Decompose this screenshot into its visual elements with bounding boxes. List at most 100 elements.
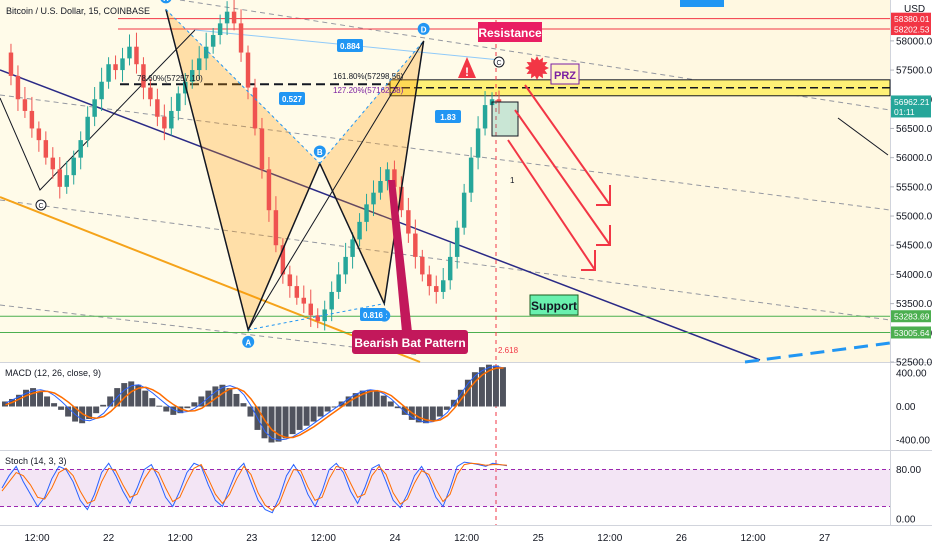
left-c-label: C xyxy=(38,203,43,210)
macd-hist-bar xyxy=(324,406,331,412)
bearish-arrow-head xyxy=(581,250,596,271)
marker-1: 1 xyxy=(510,176,515,185)
macd-hist-bar xyxy=(233,393,240,407)
candle-body xyxy=(43,140,49,158)
currency-label: USD xyxy=(904,4,925,15)
macd-hist-bar xyxy=(478,367,485,407)
price-axis-badge-label: 58380.01 xyxy=(894,14,930,24)
candle-body xyxy=(343,256,348,275)
candle-body xyxy=(224,11,230,24)
candle-body xyxy=(280,245,286,275)
macd-hist-bar xyxy=(86,406,93,420)
candle-body xyxy=(427,274,432,287)
candle-body xyxy=(301,297,307,304)
bearish-arrow-shaft xyxy=(524,84,611,206)
candle-body xyxy=(287,274,293,287)
left-c-marker xyxy=(35,199,47,211)
macd-hist-bar xyxy=(58,406,65,410)
candle-body xyxy=(106,64,111,82)
stoch-label: Stoch (14, 3, 3) xyxy=(5,456,67,466)
time-tick-label: 27 xyxy=(819,533,831,544)
pattern-point-label: A xyxy=(245,338,251,347)
macd-hist-bar xyxy=(2,401,8,407)
macd-hist-bar xyxy=(205,390,212,407)
candle-body xyxy=(92,99,97,117)
macd-hist-bar xyxy=(128,381,135,407)
price-axis-badge-label: 53005.64 xyxy=(894,328,930,338)
candle-body xyxy=(190,70,195,82)
candle-body xyxy=(203,46,209,59)
candle-body xyxy=(294,286,300,298)
candle-body xyxy=(259,128,265,170)
macd-hist-bar xyxy=(303,406,310,426)
xb-line xyxy=(165,8,321,164)
price-axis-badge-label: 53283.69 xyxy=(894,312,930,322)
macd-hist-bar xyxy=(436,406,443,417)
candle-body xyxy=(217,23,223,36)
candle-body xyxy=(252,87,258,129)
time-tick-label: 26 xyxy=(676,533,688,544)
fib-label-786: 78.60%(57257.10) xyxy=(137,74,203,83)
candle-body xyxy=(120,58,125,71)
candle-body xyxy=(496,99,502,103)
time-tick-label: 22 xyxy=(103,533,115,544)
support-badge xyxy=(529,294,579,316)
stoch-pane-bg xyxy=(0,451,890,525)
candle-body xyxy=(148,87,153,100)
candle-body xyxy=(99,81,104,100)
macd-hist-bar xyxy=(268,406,275,443)
macd-hist-bar xyxy=(212,386,219,407)
candle-body xyxy=(64,175,69,187)
candle-body xyxy=(322,309,327,322)
candle-body xyxy=(364,204,369,222)
macd-hist-bar xyxy=(93,406,100,414)
pattern-point-d xyxy=(417,22,430,35)
price-axis-badge xyxy=(891,95,931,118)
macd-hist-bar xyxy=(51,403,58,407)
pattern-bcd-fill xyxy=(319,40,424,304)
macd-hist-bar xyxy=(65,406,72,417)
macd-hist-bar xyxy=(44,396,51,407)
macd-hist-bar xyxy=(16,394,22,407)
bearish-arrow-shaft xyxy=(507,139,596,271)
candle-body xyxy=(329,291,334,310)
candle-body xyxy=(210,35,216,47)
candle-body xyxy=(482,105,488,129)
macd-hist-bar xyxy=(184,406,191,409)
candle-body xyxy=(169,110,174,129)
macd-hist-bar xyxy=(37,391,44,407)
candle-body xyxy=(440,280,446,292)
candle-body xyxy=(22,99,28,111)
candles xyxy=(8,0,502,331)
candle-body xyxy=(420,256,425,275)
ratio-label: 1.83 xyxy=(440,113,456,122)
support-label: Support xyxy=(531,299,577,313)
ratio-label-2618: 2.618 xyxy=(498,346,519,355)
macd-hist-bar xyxy=(464,379,471,407)
macd-hist-bar xyxy=(275,406,282,442)
macd-tick-label: 400.00 xyxy=(896,369,927,380)
candle-body xyxy=(385,169,390,181)
callout-pointer xyxy=(388,180,412,332)
bd-line xyxy=(319,40,425,164)
macd-hist-bar xyxy=(457,389,464,407)
bearish-arrow-head xyxy=(596,225,611,246)
candle-body xyxy=(78,140,83,158)
blue-dashed-trendline xyxy=(744,341,891,364)
price-tick-label: 54000.00 xyxy=(896,270,932,281)
price-tick-label: 55000.00 xyxy=(896,212,932,223)
pattern-point-label: D xyxy=(421,25,427,34)
candle-body xyxy=(238,23,244,53)
entry-box xyxy=(491,101,519,137)
macd-tick-label: 0.00 xyxy=(896,402,916,413)
macd-hist-bar xyxy=(352,393,359,407)
ratio-badge xyxy=(337,39,363,52)
candle-body xyxy=(8,52,14,76)
dashed-trend-lower xyxy=(0,199,891,321)
price-tick-label: 55500.00 xyxy=(896,182,932,193)
candle-body xyxy=(141,64,146,88)
chart-title: Bitcoin / U.S. Dollar, 15, COINBASE xyxy=(6,6,150,16)
d-c-marker xyxy=(493,56,505,68)
candle-body xyxy=(336,274,341,292)
